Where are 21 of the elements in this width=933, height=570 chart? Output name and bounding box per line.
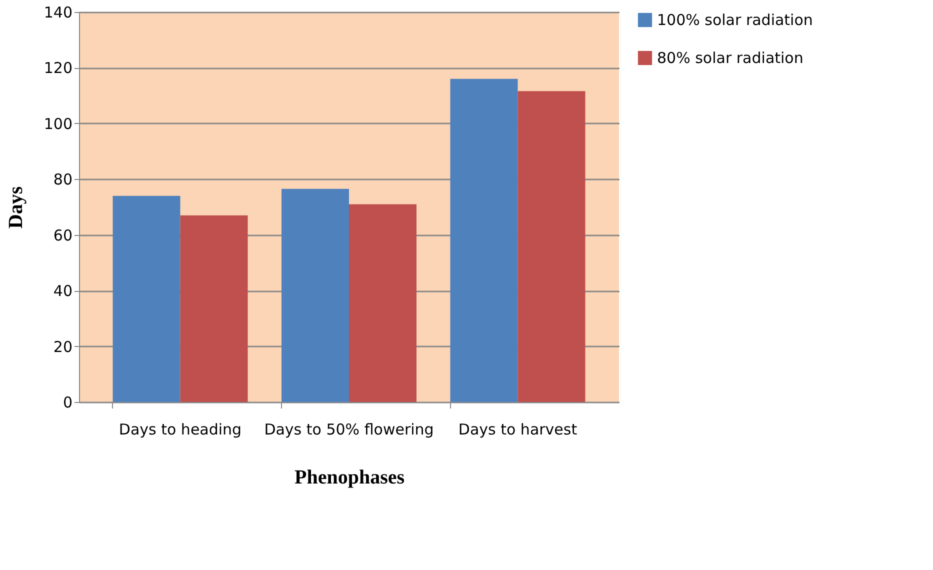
y-tick-label: 120 xyxy=(44,59,72,78)
y-tick-label: 100 xyxy=(44,114,72,133)
bar xyxy=(349,204,416,402)
y-axis-title: Days xyxy=(4,186,27,229)
x-tick-label: Days to 50% flowering xyxy=(264,420,434,438)
y-tick-label: 80 xyxy=(53,170,72,189)
bar xyxy=(518,91,586,402)
y-tick-label: 0 xyxy=(62,394,72,412)
y-tick-label: 140 xyxy=(44,4,72,22)
legend-label: 100% solar radiation xyxy=(657,11,813,29)
y-tick-label: 60 xyxy=(53,226,72,244)
x-tick-label: Days to harvest xyxy=(458,420,578,438)
legend-label: 80% solar radiation xyxy=(657,49,804,67)
bar xyxy=(282,188,349,402)
x-tick-label: Days to heading xyxy=(118,420,242,438)
bar xyxy=(450,78,518,402)
bar xyxy=(112,196,180,402)
x-axis-title: Phenophases xyxy=(294,466,405,488)
y-tick-label: 40 xyxy=(53,282,72,300)
bar xyxy=(180,215,248,402)
y-tick-label: 20 xyxy=(53,338,72,356)
